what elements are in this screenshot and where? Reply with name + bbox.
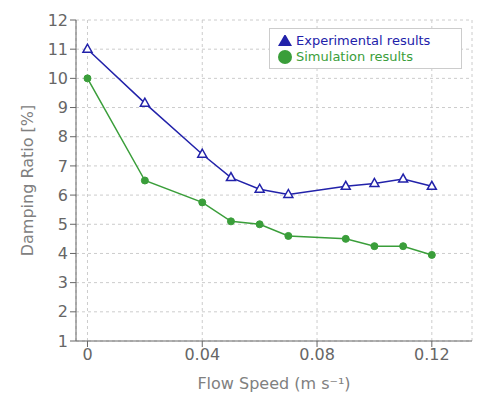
svg-text:10: 10 xyxy=(48,69,68,88)
svg-text:8: 8 xyxy=(58,127,68,146)
svg-text:0: 0 xyxy=(82,345,92,364)
svg-text:7: 7 xyxy=(58,157,68,176)
svg-text:0.08: 0.08 xyxy=(299,345,335,364)
svg-text:9: 9 xyxy=(58,98,68,117)
html-text:Simulation results: Simulation results xyxy=(296,48,413,64)
html-text:Experimental results: Experimental results xyxy=(296,33,431,48)
svg-text:0.12: 0.12 xyxy=(414,345,450,364)
svg-text:2: 2 xyxy=(58,302,68,321)
svg-text:5: 5 xyxy=(58,215,68,234)
svg-text:3: 3 xyxy=(58,273,68,292)
svg-text:Flow Speed (m s⁻¹): Flow Speed (m s⁻¹) xyxy=(197,374,350,393)
svg-text:12: 12 xyxy=(48,11,68,30)
svg-text:6: 6 xyxy=(58,186,68,205)
svg-text:4: 4 xyxy=(58,244,68,263)
svg-text:Damping Ratio [%]: Damping Ratio [%] xyxy=(18,105,37,257)
svg-text:0.04: 0.04 xyxy=(184,345,220,364)
svg-text:11: 11 xyxy=(48,40,68,59)
svg-text:1: 1 xyxy=(58,332,68,351)
